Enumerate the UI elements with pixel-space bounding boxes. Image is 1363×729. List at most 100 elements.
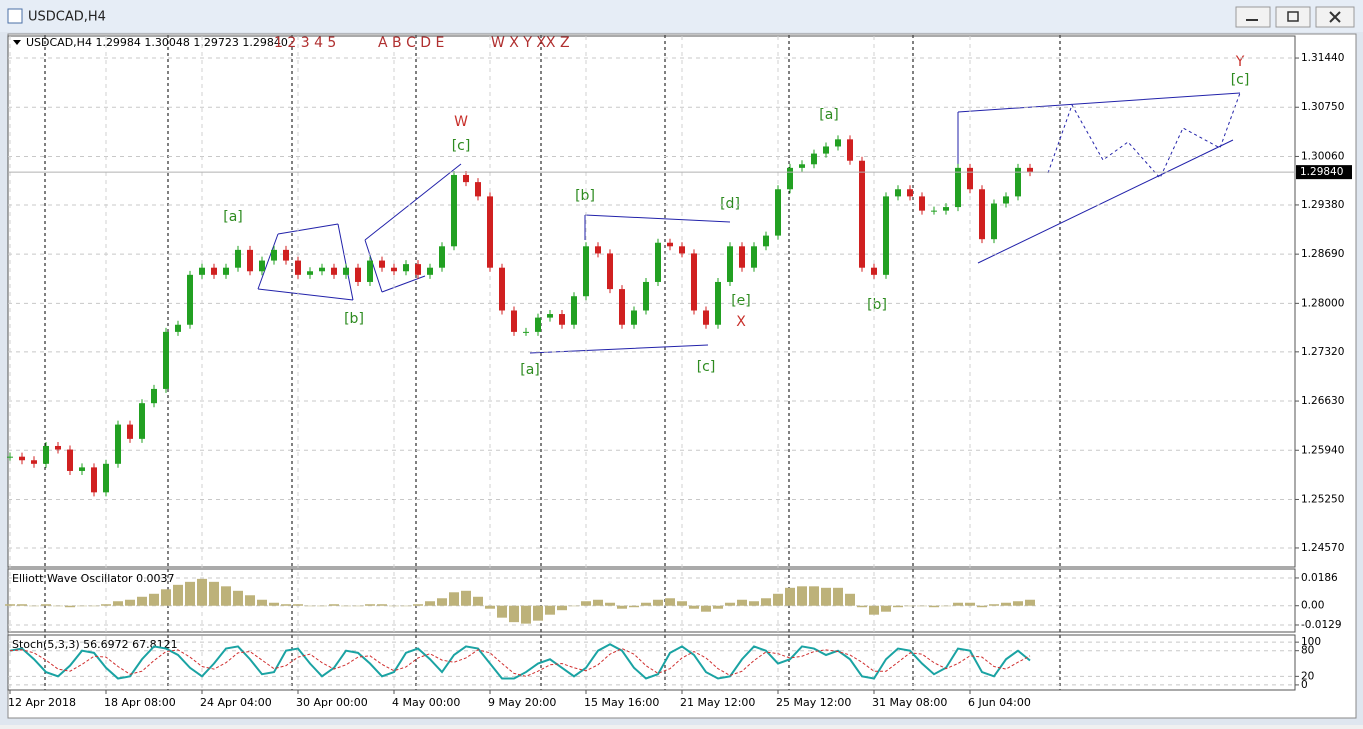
trend-line xyxy=(529,214,731,354)
candle xyxy=(511,310,517,332)
candle xyxy=(235,249,241,268)
dropdown-arrow[interactable] xyxy=(13,40,21,45)
candle xyxy=(535,317,541,332)
candle xyxy=(991,203,997,240)
x-tick-label: 18 Apr 08:00 xyxy=(104,696,176,709)
x-tick-label: 21 May 12:00 xyxy=(680,696,755,709)
candle xyxy=(547,314,553,318)
y-tick-label: 1.25250 xyxy=(1301,493,1344,505)
title-bar xyxy=(0,0,1363,32)
oscillator-bar xyxy=(101,604,111,606)
candle xyxy=(739,246,745,268)
oscillator-bar xyxy=(521,605,531,624)
candle xyxy=(211,267,217,275)
oscillator-bar xyxy=(653,599,663,606)
wave-label: Y xyxy=(1235,54,1245,70)
wave-label: [b] xyxy=(575,188,595,204)
y-tick-label: -0.0129 xyxy=(1301,619,1342,631)
oscillator-bar xyxy=(197,578,207,606)
candle xyxy=(1015,167,1021,197)
candle xyxy=(883,196,889,275)
oscillator-bar xyxy=(89,605,99,607)
candle xyxy=(931,210,937,212)
oscillator-bar xyxy=(509,605,519,623)
restore-button[interactable] xyxy=(1275,6,1311,28)
y-tick-label: 1.26630 xyxy=(1301,395,1344,407)
candle xyxy=(907,189,913,197)
oscillator-bar xyxy=(485,605,495,609)
candle xyxy=(439,246,445,268)
panel-frame xyxy=(7,634,1296,691)
candle xyxy=(1003,196,1009,204)
wave-label: [a] xyxy=(819,107,839,123)
candle xyxy=(679,246,685,254)
wave-label: [c] xyxy=(1231,72,1250,88)
candle xyxy=(79,467,85,471)
candle xyxy=(31,460,37,464)
candle xyxy=(271,249,277,261)
x-tick-label: 24 Apr 04:00 xyxy=(200,696,272,709)
current-price-tag xyxy=(1296,165,1352,180)
oscillator-bar xyxy=(905,605,915,607)
oscillator-bar xyxy=(185,581,195,606)
oscillator-bar xyxy=(305,605,315,607)
candle xyxy=(451,174,457,247)
candle xyxy=(799,164,805,168)
candle xyxy=(571,296,577,325)
oscillator-bar xyxy=(473,596,483,606)
oscillator-bar xyxy=(857,605,867,608)
candle xyxy=(247,249,253,272)
oscillator-bar xyxy=(221,586,231,606)
oscillator-bar xyxy=(713,605,723,609)
oscillator-bar xyxy=(761,598,771,606)
candle xyxy=(1027,167,1033,173)
candle xyxy=(943,207,949,211)
y-tick-label: 0.00 xyxy=(1301,600,1324,612)
oscillator-bar xyxy=(605,602,615,606)
candle xyxy=(655,242,661,282)
oscillator-bar xyxy=(989,604,999,606)
y-tick-label: 1.25940 xyxy=(1301,444,1344,456)
oscillator-bar xyxy=(149,593,159,606)
candle xyxy=(331,267,337,275)
candle xyxy=(115,424,121,464)
y-tick-label: 0.0186 xyxy=(1301,572,1338,584)
oscillator-bar xyxy=(977,605,987,608)
candle xyxy=(895,189,901,197)
candle xyxy=(151,388,157,404)
candle xyxy=(7,456,13,458)
panel-frame xyxy=(7,568,1296,633)
wave-label: [c] xyxy=(452,138,471,154)
y-tick-label: 1.30060 xyxy=(1301,150,1344,162)
candle xyxy=(259,260,265,272)
oscillator-bar xyxy=(749,601,759,606)
wave-degree-labels: 1 2 3 4 5 xyxy=(274,35,336,51)
candle xyxy=(835,139,841,147)
oscillator-bar xyxy=(5,604,15,606)
oscillator-bar xyxy=(689,605,699,609)
oscillator-bar xyxy=(317,605,327,607)
oscillator-bar xyxy=(293,604,303,606)
oscillator-bar xyxy=(701,605,711,612)
oscillator-bar xyxy=(797,586,807,606)
wave-label: [a] xyxy=(223,209,243,225)
y-tick-label: 80 xyxy=(1301,645,1314,657)
oscillator-bar xyxy=(929,605,939,608)
candle xyxy=(163,331,169,389)
oscillator-bar xyxy=(245,595,255,606)
candle xyxy=(967,167,973,190)
candle xyxy=(979,189,985,240)
oscillator-bar xyxy=(1013,601,1023,606)
candle xyxy=(703,310,709,325)
oscillator-bar xyxy=(65,605,75,608)
candle xyxy=(619,289,625,325)
oscillator-bar xyxy=(545,605,555,615)
minimize-button[interactable] xyxy=(1235,6,1271,28)
oscillator-bar xyxy=(725,602,735,606)
current-price-label: 1.29840 xyxy=(1300,166,1343,178)
oscillator-bar xyxy=(281,604,291,606)
candle xyxy=(199,267,205,275)
oscillator-bar xyxy=(629,605,639,608)
candle xyxy=(175,324,181,332)
